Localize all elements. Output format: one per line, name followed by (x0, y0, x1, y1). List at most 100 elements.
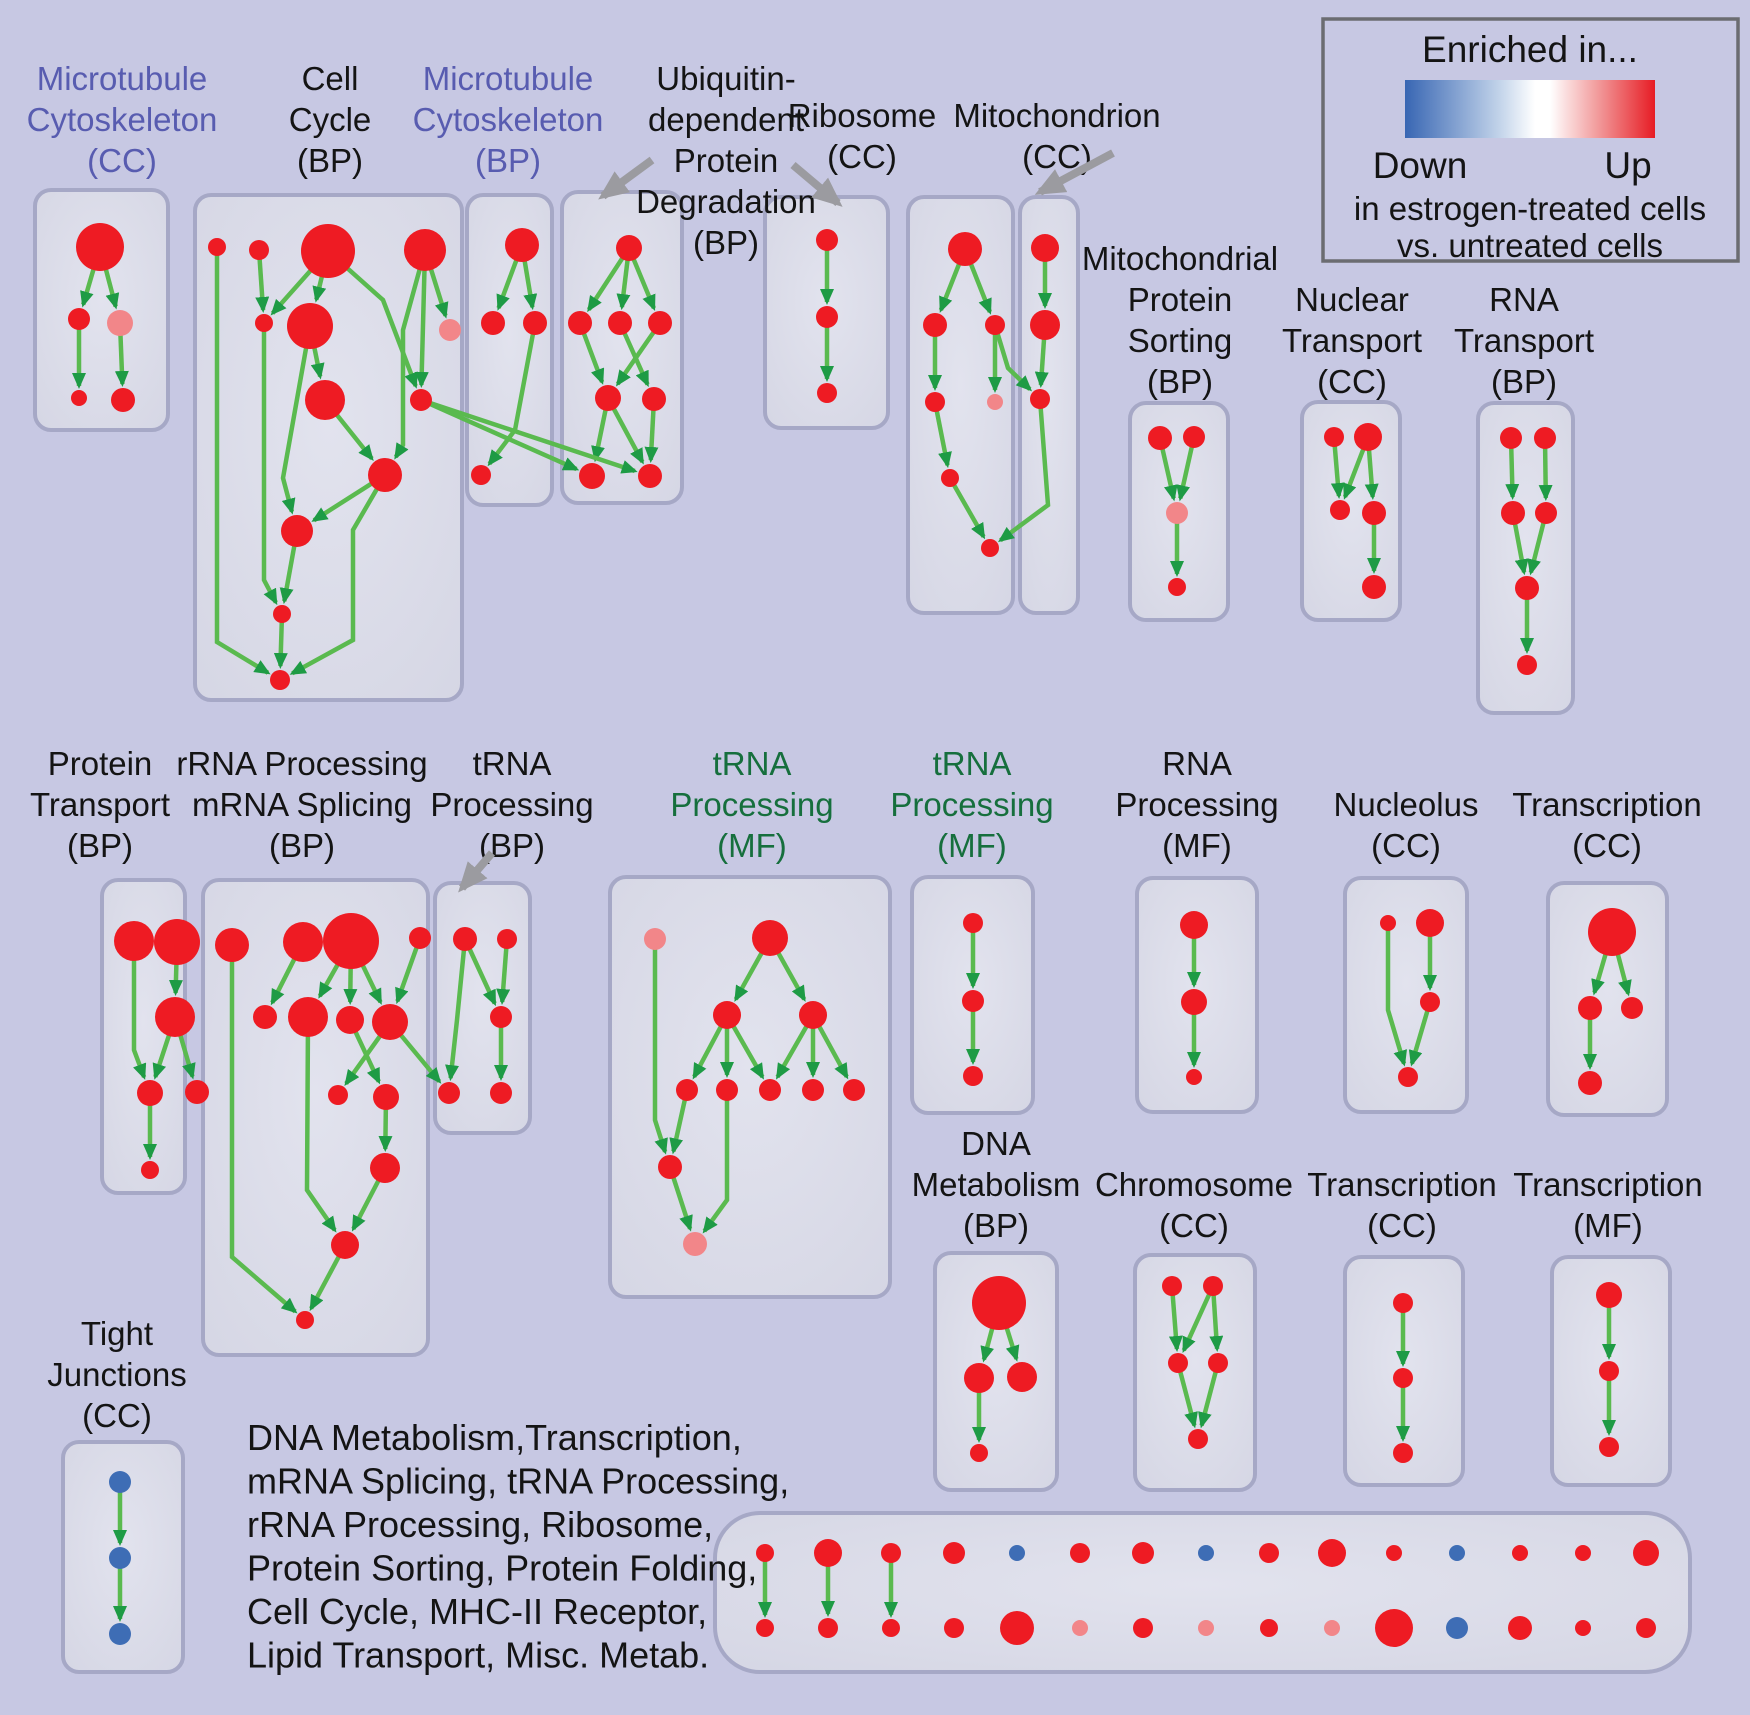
go-term-node (471, 465, 491, 485)
go-term-node (155, 997, 195, 1037)
go-term-node (111, 388, 135, 412)
go-term-node (638, 464, 662, 488)
cluster-label-line: Transport (1454, 322, 1594, 359)
misc-categories-note: DNA Metabolism,Transcription, mRNA Splici… (247, 1417, 789, 1676)
cluster-label-line: (CC) (82, 1397, 152, 1434)
go-term-node (137, 1080, 163, 1106)
go-term-node (1030, 310, 1060, 340)
go-term-node (372, 1004, 408, 1040)
misc-categories-note-line: Lipid Transport, Misc. Metab. (247, 1635, 709, 1676)
cluster-label-line: tRNA (713, 745, 792, 782)
go-term-node (154, 919, 200, 965)
go-term-node (453, 927, 477, 951)
go-term-node (208, 238, 226, 256)
go-term-node (368, 458, 402, 492)
cluster-label-ribosome-cc: Ribosome (CC) (788, 97, 937, 175)
cluster-label-line: mRNA Splicing (192, 786, 412, 823)
go-term-node (71, 390, 87, 406)
go-term-node (817, 383, 837, 403)
cluster-label-cell-cycle-bp: Cell Cycle (BP) (289, 60, 372, 179)
go-term-node (68, 308, 90, 330)
go-term-node (1198, 1620, 1214, 1636)
edge-arrow-cell-cycle-bp (280, 325, 313, 515)
go-term-node (287, 303, 333, 349)
edge-arrow-nucleolus-cc (1408, 1001, 1433, 1067)
go-term-node (1070, 1543, 1090, 1563)
go-term-node (1578, 996, 1602, 1020)
go-term-node (1324, 427, 1344, 447)
legend-down-label: Down (1373, 145, 1468, 186)
go-term-node (1393, 1443, 1413, 1463)
cluster-label-line: RNA (1162, 745, 1232, 782)
go-term-node (270, 670, 290, 690)
cluster-label-line: Metabolism (912, 1166, 1081, 1203)
cluster-label-mitochondrial-protein-sorting-bp: Mitochondrial Protein Sorting (BP) (1082, 240, 1278, 400)
go-term-node (1515, 576, 1539, 600)
go-term-node (1208, 1353, 1228, 1373)
go-term-node (305, 380, 345, 420)
go-term-node (962, 990, 984, 1012)
go-term-node (595, 385, 621, 411)
go-term-node (1512, 1545, 1528, 1561)
edge-arrow-trna-processing-bp (445, 938, 468, 1082)
edge-arrow-trna-processing-mf-large (652, 939, 668, 1155)
go-term-node (1362, 501, 1386, 525)
go-term-node (1588, 908, 1636, 956)
cluster-label-line: Tight (81, 1315, 153, 1352)
go-term-node (716, 1079, 738, 1101)
go-term-node (185, 1080, 209, 1104)
go-term-node (964, 1363, 994, 1393)
go-term-node (923, 313, 947, 337)
edge-arrow-cell-cycle-bp (261, 323, 278, 606)
go-term-node (323, 913, 379, 969)
edge-arrow-nucleolus-cc (1385, 923, 1407, 1067)
edge-arrow-ubiquitin-degradation-bp-1 (615, 321, 662, 387)
cluster-label-line: rRNA Processing (176, 745, 427, 782)
cluster-label-line: Sorting (1128, 322, 1233, 359)
cluster-label-ubiquitin-dependent-protein-degradation-bp: Ubiquitin-dependent Protein Degradation (BP… (636, 60, 816, 261)
go-term-node (1354, 423, 1382, 451)
edge-arrow-cross-box (992, 324, 1033, 392)
edge-arrow-cell-cycle-bp (393, 249, 428, 460)
edge-arrow-cross-box (420, 397, 638, 474)
go-term-node (1198, 1545, 1214, 1561)
cluster-label-transcription-cc-mid: Transcription (CC) (1512, 786, 1702, 864)
go-term-node (1162, 1276, 1182, 1296)
go-term-node (1446, 1617, 1468, 1639)
go-term-node (802, 1079, 824, 1101)
cluster-label-protein-transport-bp: Protein Transport (BP) (30, 745, 170, 864)
go-term-node (490, 1006, 512, 1028)
cluster-label-line: Mitochondrial (1082, 240, 1278, 277)
edge-arrow-cell-cycle-bp (255, 249, 270, 313)
go-term-node (253, 1005, 277, 1029)
legend-title: Enriched in... (1422, 29, 1638, 70)
go-term-node (948, 232, 982, 266)
go-term-node (1259, 1543, 1279, 1563)
go-term-node (1599, 1437, 1619, 1457)
cluster-label-nuclear-transport-cc: Nuclear Transport (CC) (1282, 281, 1422, 400)
go-term-node (818, 1618, 838, 1638)
cluster-box-rna-transport-bp (1476, 401, 1575, 715)
cluster-label-line: Degradation (636, 183, 816, 220)
cluster-label-line: (MF) (717, 827, 787, 864)
cluster-label-line: Transcription (1307, 1166, 1497, 1203)
go-term-node (1578, 1071, 1602, 1095)
go-term-node (281, 515, 313, 547)
go-term-node (1183, 426, 1205, 448)
go-term-node (404, 229, 446, 271)
legend-up-label: Up (1604, 145, 1651, 186)
go-term-node (985, 315, 1005, 335)
cluster-label-line: DNA (961, 1125, 1031, 1162)
go-term-node (816, 306, 838, 328)
go-term-node (970, 1444, 988, 1462)
go-term-node (1449, 1545, 1465, 1561)
label-pointer-arrow (1034, 149, 1115, 196)
go-term-node (1534, 427, 1556, 449)
misc-categories-note-line: Cell Cycle, MHC-II Receptor, (247, 1591, 707, 1632)
misc-categories-note-line: DNA Metabolism,Transcription, (247, 1417, 742, 1458)
cluster-label-line: (CC) (827, 138, 897, 175)
go-term-node (1009, 1545, 1025, 1561)
cluster-label-line: (MF) (1573, 1207, 1643, 1244)
edge-arrow-rrna-processing-mrna-splicing-bp (229, 945, 298, 1314)
